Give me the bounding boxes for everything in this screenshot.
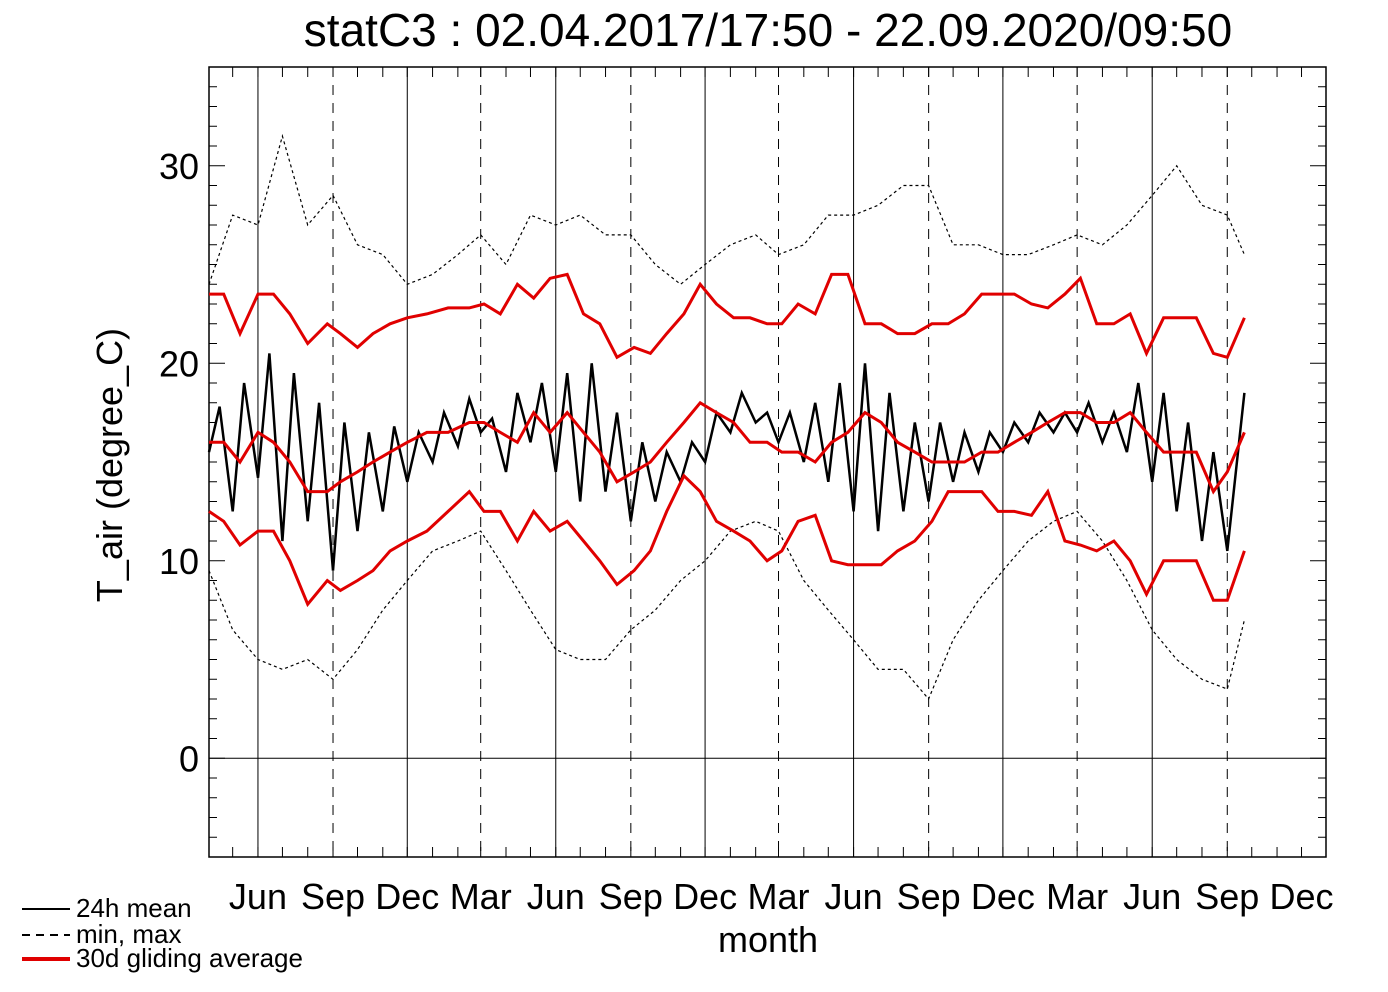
chart-title: statC3 : 02.04.2017/17:50 - 22.09.2020/0… xyxy=(304,4,1232,56)
legend-label-min-max: min, max xyxy=(76,919,181,949)
x-axis-label: month xyxy=(718,919,818,960)
series-min-line xyxy=(208,510,1245,701)
x-tick-label: Jun xyxy=(229,876,287,917)
series-24h-mean-line xyxy=(207,353,1246,571)
y-axis-label: T_air (degree_C) xyxy=(89,328,130,602)
series-30d-average-min-line xyxy=(208,473,1246,608)
x-tick-label: Mar xyxy=(450,876,512,917)
plot-frame xyxy=(208,66,1327,858)
legend-label-30d-average: 30d gliding average xyxy=(76,943,303,973)
x-tick-label: Mar xyxy=(748,876,810,917)
x-tick-label: Sep xyxy=(1195,876,1259,917)
x-tick-label: Jun xyxy=(527,876,585,917)
x-tick-label: Dec xyxy=(673,876,737,917)
legend: 24h mean min, max 30d gliding average xyxy=(22,893,303,973)
x-tick-label: Dec xyxy=(1270,876,1334,917)
x-tick-label: Sep xyxy=(897,876,961,917)
y-tick-label: 20 xyxy=(159,343,199,384)
x-tick-label: Sep xyxy=(599,876,663,917)
x-tick-label: Jun xyxy=(1123,876,1181,917)
x-tick-label: Jun xyxy=(825,876,883,917)
y-tick-label: 30 xyxy=(159,146,199,187)
series-30d-average-mean-line xyxy=(209,400,1246,495)
x-tick-label: Sep xyxy=(301,876,365,917)
y-tick-label: 0 xyxy=(179,738,199,779)
legend-label-24h-mean: 24h mean xyxy=(76,893,192,923)
x-tick-label: Mar xyxy=(1046,876,1108,917)
y-tick-label: 10 xyxy=(159,541,199,582)
series-30d-average-max-line xyxy=(209,272,1246,360)
x-tick-label: Dec xyxy=(375,876,439,917)
series-max-line xyxy=(208,133,1245,286)
x-tick-label: Dec xyxy=(971,876,1035,917)
